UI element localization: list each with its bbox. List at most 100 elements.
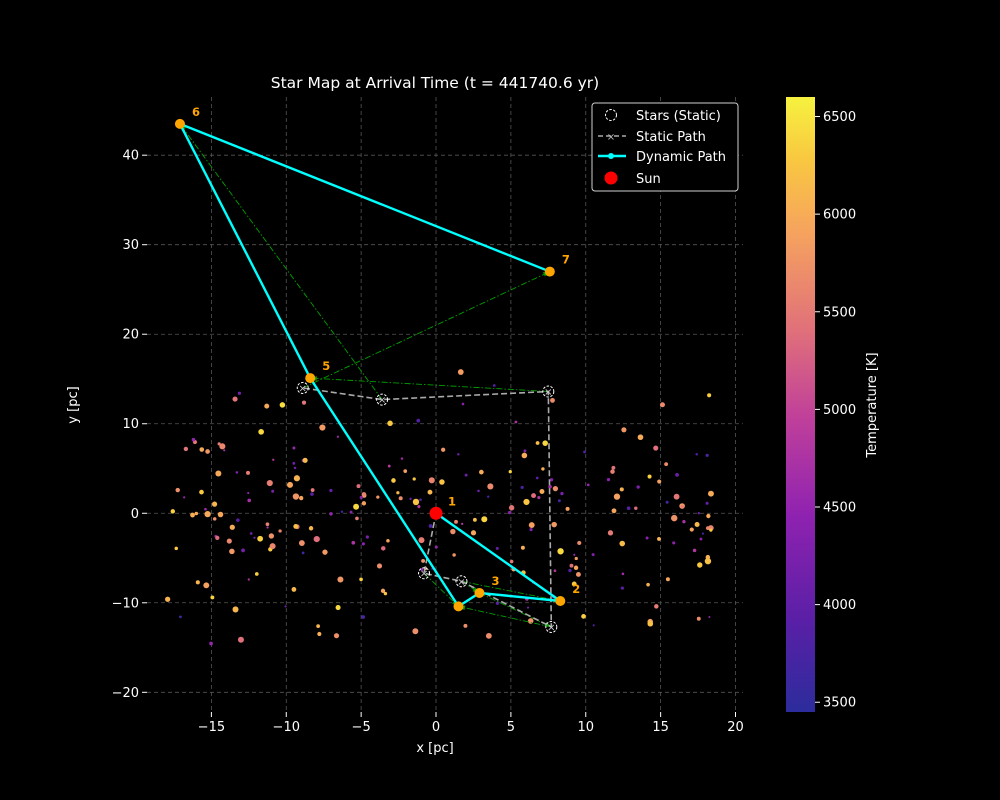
field-star (542, 440, 548, 446)
field-star (492, 384, 496, 387)
field-star (353, 503, 360, 510)
field-star (592, 624, 595, 627)
field-star (581, 614, 586, 619)
field-star (170, 509, 176, 514)
field-star (322, 549, 328, 555)
field-star (527, 618, 534, 624)
field-star (419, 498, 422, 502)
field-star (386, 539, 390, 543)
field-star (313, 535, 320, 543)
field-star (383, 591, 388, 596)
field-star (607, 530, 614, 536)
field-star (461, 402, 465, 406)
legend-static-star-marker (605, 109, 617, 121)
field-star (336, 435, 339, 438)
field-star (664, 462, 669, 467)
field-star (535, 476, 539, 480)
field-star (217, 442, 221, 446)
field-star (226, 538, 232, 544)
colorbar-tick-label: 6500 (823, 110, 856, 125)
field-star (457, 369, 464, 375)
colorbar-tick-label: 3500 (823, 696, 856, 711)
field-star (403, 469, 408, 473)
field-star (209, 641, 213, 646)
static-star (545, 620, 558, 633)
static-path-marker: × (299, 383, 307, 394)
field-star (439, 479, 445, 485)
y-axis-ticks: −20 −10 0 10 20 30 40 (112, 149, 147, 701)
field-star (621, 572, 625, 576)
field-star (692, 548, 697, 553)
field-star (613, 493, 621, 500)
field-star (292, 446, 296, 450)
field-star (329, 488, 333, 493)
field-star (416, 418, 421, 423)
field-star (293, 466, 297, 470)
field-star (194, 511, 199, 516)
field-star (680, 504, 685, 509)
field-star (659, 402, 665, 408)
field-star (246, 470, 251, 475)
field-star (199, 489, 204, 495)
field-star (257, 535, 264, 542)
field-star (223, 449, 226, 452)
field-star (269, 543, 276, 550)
field-star (421, 558, 426, 563)
field-star (258, 429, 264, 435)
field-star (535, 441, 540, 445)
field-star (637, 434, 644, 441)
field-star (241, 548, 245, 553)
field-star (398, 496, 403, 501)
field-star (646, 582, 650, 587)
field-star (454, 519, 458, 524)
field-star (619, 487, 624, 492)
displacement-link (458, 605, 552, 628)
field-star (427, 489, 433, 495)
legend-label-static-stars: Stars (Static) (636, 109, 721, 124)
legend-label-static-path: Static Path (636, 130, 706, 145)
y-axis-label: y [pc] (66, 386, 81, 423)
dynamic-stop-marker (174, 118, 185, 129)
field-star (537, 496, 541, 500)
field-star (412, 498, 420, 506)
x-tick-label: 0 (432, 720, 440, 735)
field-star (359, 577, 363, 582)
field-star (215, 535, 220, 541)
field-star (708, 616, 711, 619)
field-star (387, 464, 391, 468)
field-star (560, 491, 564, 496)
field-star (299, 495, 304, 501)
field-star (204, 507, 207, 511)
field-star (653, 445, 659, 451)
field-star (174, 546, 179, 551)
field-star (417, 505, 421, 509)
field-star (707, 490, 714, 497)
static-star (542, 385, 555, 398)
field-star (203, 582, 210, 589)
field-star (586, 483, 590, 487)
field-star (528, 522, 535, 529)
field-star (301, 551, 305, 555)
field-star (190, 512, 195, 518)
field-star (175, 487, 180, 493)
x-tick-label: −10 (273, 720, 300, 735)
legend: Stars (Static) × Static Path Dynamic Pat… (591, 102, 739, 192)
stop-label: 3 (491, 574, 499, 588)
field-star (212, 517, 217, 521)
displacement-link (310, 377, 549, 392)
field-star (235, 471, 239, 474)
y-tick-label: −10 (112, 596, 139, 611)
field-star (266, 526, 269, 529)
field-star (485, 632, 492, 639)
field-star (621, 427, 627, 433)
field-star (418, 537, 425, 544)
y-tick-label: 0 (131, 507, 139, 522)
field-star (183, 496, 186, 499)
stop-label: 7 (562, 253, 570, 267)
field-star (365, 535, 369, 539)
field-star (705, 453, 709, 457)
field-star (310, 488, 315, 492)
field-star (179, 615, 182, 619)
field-star (565, 506, 570, 511)
y-tick-label: 40 (122, 149, 139, 164)
